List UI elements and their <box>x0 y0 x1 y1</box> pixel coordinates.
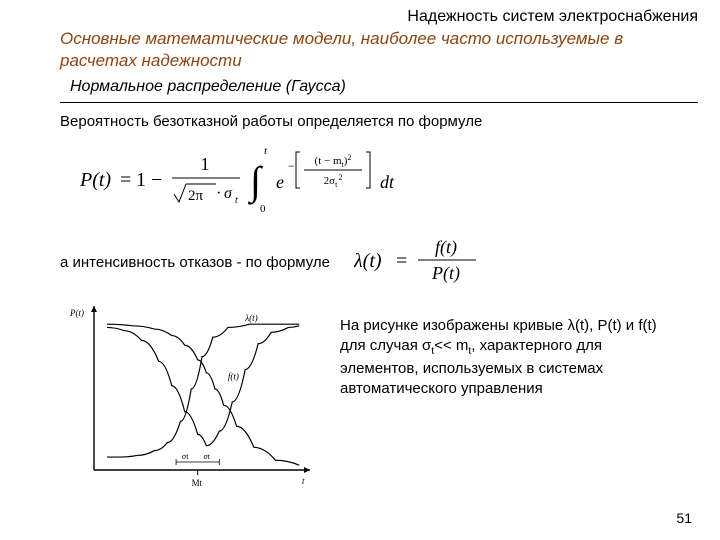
svg-text:σt: σt <box>182 452 189 461</box>
divider <box>60 102 698 103</box>
svg-text:f(t): f(t) <box>435 237 457 258</box>
svg-text:dt: dt <box>380 172 395 192</box>
paragraph-1: Вероятность безотказной работы определяе… <box>60 113 698 130</box>
formula-main: P(t) = 1 − 1 √(2π) 2π · σ t ∫ t 0 e − <box>80 140 698 223</box>
svg-text:2σt2: 2σt2 <box>324 173 343 189</box>
svg-text:σt: σt <box>203 452 210 461</box>
sub-title: Нормальное распределение (Гаусса) <box>70 78 698 96</box>
svg-text:λ(t): λ(t) <box>354 250 382 272</box>
svg-text:P(t): P(t) <box>431 263 460 284</box>
svg-text:=: = <box>120 169 131 191</box>
svg-text:0: 0 <box>260 203 266 215</box>
svg-text:∫: ∫ <box>247 158 264 205</box>
svg-text:Mt: Mt <box>192 478 203 488</box>
formula-lambda: λ(t) = f(t) P(t) <box>354 233 494 292</box>
svg-text:P(t): P(t) <box>80 169 111 191</box>
svg-text:2π: 2π <box>188 188 204 204</box>
svg-text:=: = <box>396 250 407 272</box>
svg-text:t: t <box>264 145 268 157</box>
svg-text:t: t <box>235 195 238 206</box>
page-number: 51 <box>676 510 692 526</box>
svg-text:σ: σ <box>224 185 233 202</box>
paragraph-2: а интенсивность отказов - по формуле <box>60 254 330 271</box>
svg-text:f(t): f(t) <box>228 371 239 381</box>
svg-text:λ(t): λ(t) <box>244 313 257 323</box>
svg-text:P(t): P(t) <box>69 308 84 318</box>
svg-text:·: · <box>216 185 221 202</box>
svg-text:−: − <box>288 159 295 173</box>
chart: P(t) λ(t) f(t) t Mt σt σt <box>60 298 320 503</box>
figure-caption: На рисунке изображены кривые λ(t), P(t) … <box>340 316 660 399</box>
section-title: Основные математические модели, наиболее… <box>60 28 698 72</box>
course-title: Надежность систем электроснабжения <box>60 8 698 26</box>
svg-text:t: t <box>302 476 305 486</box>
svg-text:1: 1 <box>201 154 210 174</box>
svg-text:e: e <box>276 172 284 192</box>
svg-text:(t − mt)2: (t − mt)2 <box>315 153 352 169</box>
svg-text:1 −: 1 − <box>136 169 162 191</box>
